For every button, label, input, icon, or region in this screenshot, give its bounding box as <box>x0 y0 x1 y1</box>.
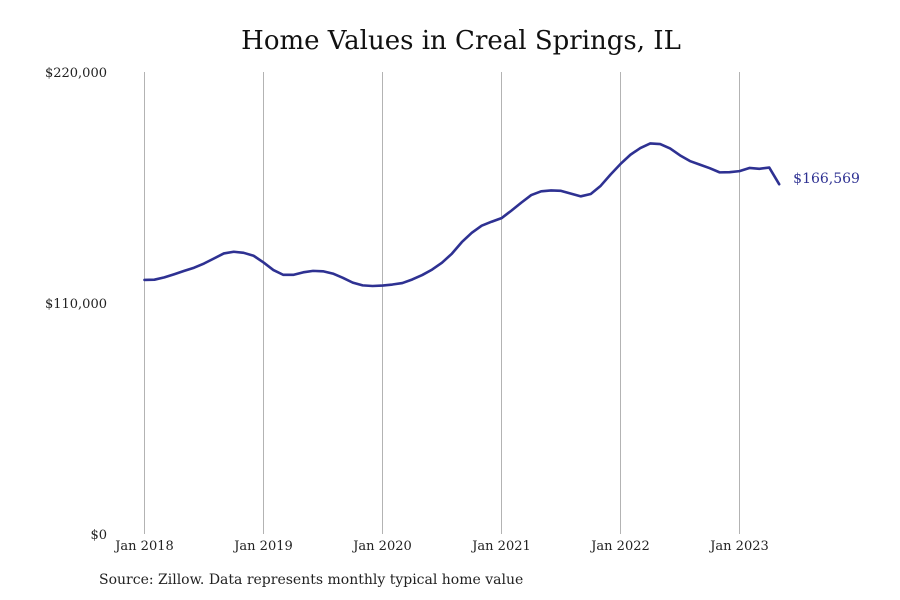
home-value-line <box>143 142 781 288</box>
x-tick-label: Jan 2019 <box>232 539 293 554</box>
x-tick-label: Jan 2023 <box>708 539 769 554</box>
gridlines <box>144 72 740 534</box>
x-tick-label: Jan 2022 <box>589 539 650 554</box>
x-tick-label: Jan 2018 <box>113 539 174 554</box>
y-axis: $0 $110,000 $220,000 <box>45 66 107 543</box>
y-tick-label: $0 <box>90 528 107 543</box>
y-tick-label: $110,000 <box>45 297 107 312</box>
x-axis: Jan 2018 Jan 2019 Jan 2020 Jan 2021 Jan 2022… <box>113 539 769 554</box>
source-note: Source: Zillow. Data represents monthly … <box>99 572 524 588</box>
x-tick-label: Jan 2021 <box>470 539 531 554</box>
x-tick-label: Jan 2020 <box>351 539 412 554</box>
chart-title: Home Values in Creal Springs, IL <box>241 26 681 56</box>
y-tick-label: $220,000 <box>45 66 107 81</box>
end-value-label: $166,569 <box>793 171 860 187</box>
annotation-layer: $166,569 <box>793 171 860 187</box>
series-layer <box>143 142 781 288</box>
